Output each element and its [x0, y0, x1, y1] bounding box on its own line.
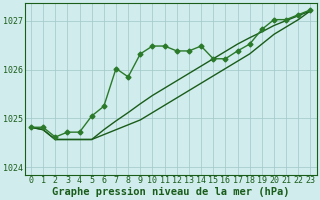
X-axis label: Graphe pression niveau de la mer (hPa): Graphe pression niveau de la mer (hPa) [52, 186, 290, 197]
